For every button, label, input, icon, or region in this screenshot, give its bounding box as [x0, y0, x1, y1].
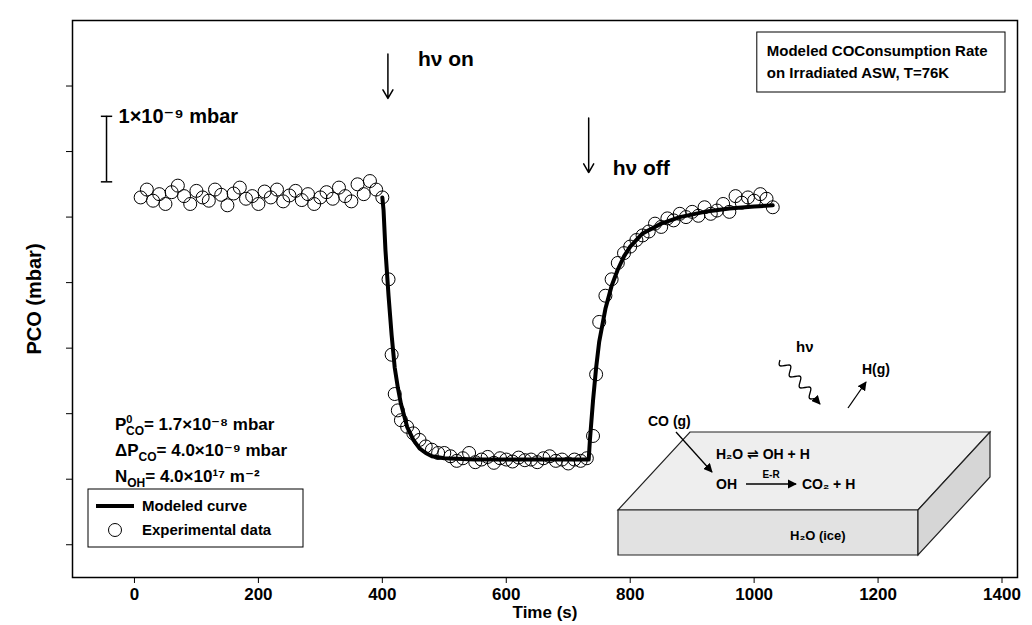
svg-text:H₂O (ice): H₂O (ice)	[790, 528, 846, 543]
svg-text:Time (s): Time (s)	[513, 603, 578, 622]
svg-text:200: 200	[244, 585, 272, 604]
svg-text:CO₂ + H: CO₂ + H	[802, 476, 855, 492]
svg-text:hν: hν	[796, 338, 814, 355]
svg-text:ΔPCO= 4.0×10⁻⁹ mbar: ΔPCO= 4.0×10⁻⁹ mbar	[115, 441, 287, 464]
svg-text:on Irradiated ASW, T=76K: on Irradiated ASW, T=76K	[767, 64, 950, 81]
svg-text:600: 600	[492, 585, 520, 604]
svg-text:CO (g): CO (g)	[648, 413, 691, 429]
svg-text:1400: 1400	[983, 585, 1021, 604]
svg-text:1000: 1000	[735, 585, 773, 604]
svg-text:1200: 1200	[859, 585, 897, 604]
svg-text:H(g): H(g)	[862, 361, 890, 377]
svg-text:NOH= 4.0×10¹⁷ m⁻²: NOH= 4.0×10¹⁷ m⁻²	[115, 467, 260, 490]
svg-text:P0CO= 1.7×10⁻⁸ mbar: P0CO= 1.7×10⁻⁸ mbar	[115, 413, 275, 438]
svg-text:1×10⁻⁹ mbar: 1×10⁻⁹ mbar	[119, 105, 239, 127]
svg-text:OH: OH	[716, 476, 737, 492]
svg-text:Modeled curve: Modeled curve	[142, 497, 247, 514]
svg-text:H₂O ⇌ OH + H: H₂O ⇌ OH + H	[716, 446, 810, 462]
svg-text:hν off: hν off	[613, 156, 671, 179]
svg-text:PCO (mbar): PCO (mbar)	[23, 243, 45, 354]
svg-text:E-R: E-R	[762, 469, 780, 480]
svg-text:800: 800	[616, 585, 644, 604]
svg-text:Experimental data: Experimental data	[142, 521, 272, 538]
svg-text:hν on: hν on	[418, 47, 474, 70]
svg-text:400: 400	[368, 585, 396, 604]
svg-text:Modeled COConsumption Rate: Modeled COConsumption Rate	[767, 42, 988, 59]
svg-text:0: 0	[130, 585, 139, 604]
